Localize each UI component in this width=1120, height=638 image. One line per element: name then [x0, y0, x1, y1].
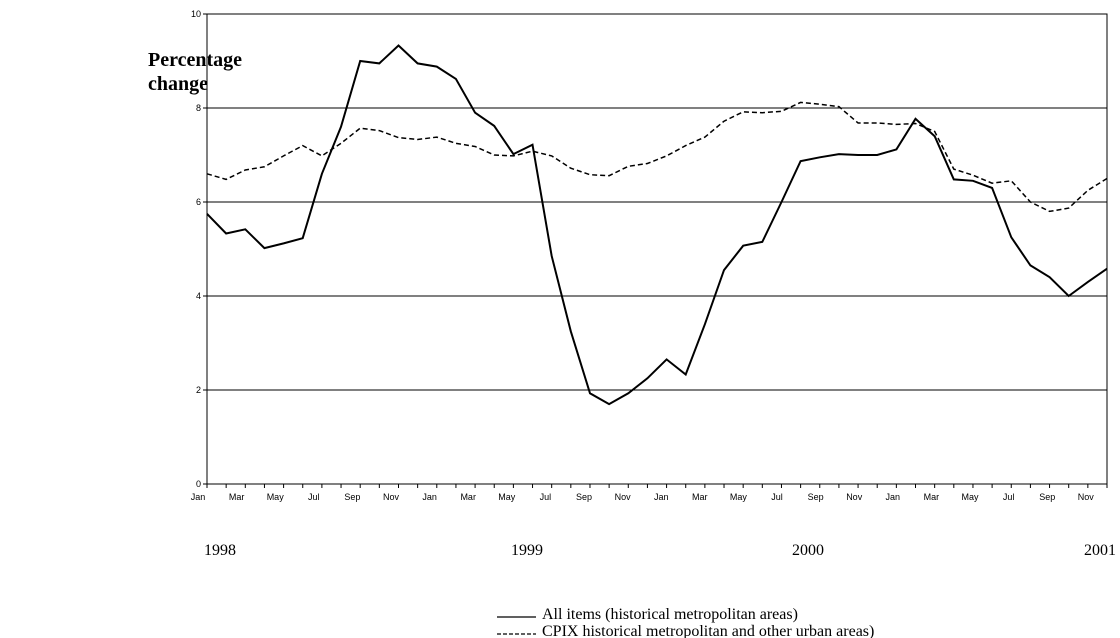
x-tick-label: Jan: [191, 492, 206, 502]
year-label: 2001: [1084, 542, 1116, 559]
legend-label: All items (historical metropolitan areas…: [542, 606, 798, 623]
y-axis-label: Percentage change: [148, 49, 243, 95]
x-tick-label: Mar: [460, 492, 476, 502]
y-tick-label: 0: [196, 479, 201, 489]
x-tick-label: May: [961, 492, 979, 502]
y-tick-label: 2: [196, 385, 201, 395]
x-tick-label: Jul: [771, 492, 783, 502]
x-tick-label: Sep: [808, 492, 824, 502]
plot-frame: [206, 13, 1108, 485]
x-tick-label: Nov: [615, 492, 632, 502]
x-tick-label: Jul: [540, 492, 552, 502]
x-tick-label: Mar: [692, 492, 708, 502]
year-label: 1999: [511, 542, 543, 559]
x-tick-label: May: [267, 492, 285, 502]
legend-label: CPIX historical metropolitan and other u…: [542, 623, 874, 638]
x-tick-label: Nov: [846, 492, 863, 502]
x-tick-label: May: [730, 492, 748, 502]
x-tick-label: Jan: [886, 492, 901, 502]
series-line: [206, 101, 1108, 213]
x-tick-label: Sep: [1039, 492, 1055, 502]
year-label: 2000: [792, 542, 824, 559]
x-tick-label: May: [498, 492, 516, 502]
x-tick-label: Jul: [308, 492, 320, 502]
y-tick-label: 8: [196, 103, 201, 113]
x-tick-label: Jan: [422, 492, 437, 502]
year-label: 1998: [204, 542, 236, 559]
y-tick-label: 10: [191, 9, 201, 19]
x-tick-label: Jul: [1003, 492, 1015, 502]
x-tick-label: Mar: [924, 492, 940, 502]
x-tick-label: Sep: [344, 492, 360, 502]
series-line: [206, 44, 1108, 406]
y-tick-label: 4: [196, 291, 201, 301]
x-tick-label: Sep: [576, 492, 592, 502]
x-tick-label: Mar: [229, 492, 245, 502]
x-tick-label: Nov: [383, 492, 400, 502]
x-tick-label: Jan: [654, 492, 669, 502]
y-tick-label: 6: [196, 197, 201, 207]
x-tick-label: Nov: [1078, 492, 1095, 502]
